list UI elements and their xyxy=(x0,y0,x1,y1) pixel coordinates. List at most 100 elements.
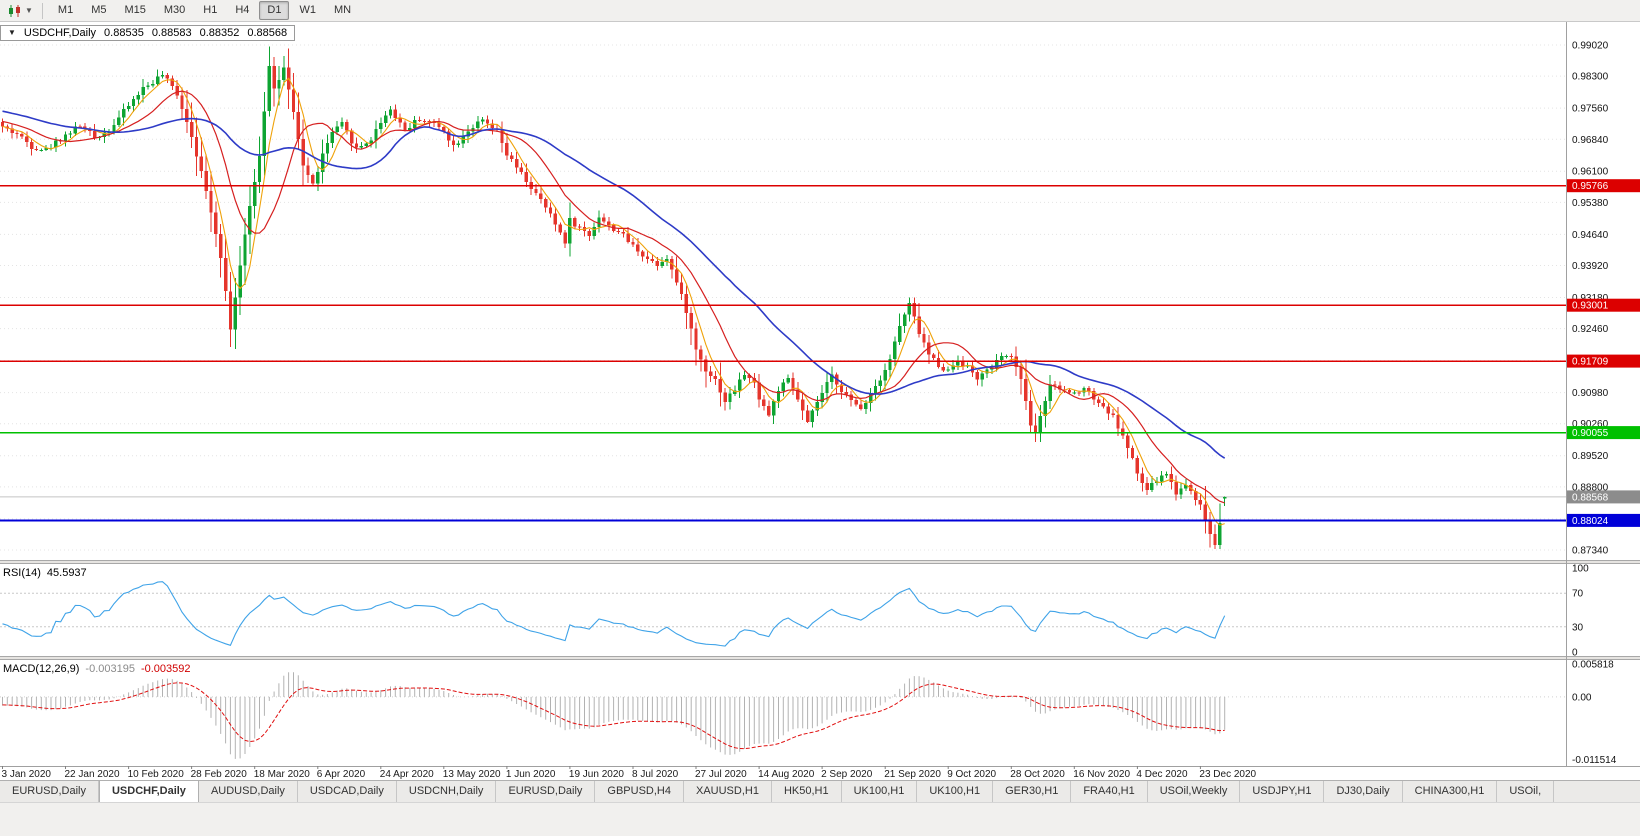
macd-panel xyxy=(0,672,1566,759)
chart-tab-uk100-h1[interactable]: UK100,H1 xyxy=(841,781,918,802)
toolbar-separator xyxy=(41,2,43,19)
macd-name: MACD(12,26,9) xyxy=(3,663,80,675)
svg-text:0.88800: 0.88800 xyxy=(1572,482,1609,493)
chart-tab-usoil-weekly[interactable]: USOil,Weekly xyxy=(1147,781,1241,802)
candlestick-chart-icon xyxy=(9,4,20,17)
date-axis[interactable]: 3 Jan 2020 22 Jan 2020 10 Feb 2020 28 Feb 2… xyxy=(0,766,1640,780)
svg-text:0.00: 0.00 xyxy=(1572,692,1592,703)
chart-tab-uk100-h1[interactable]: UK100,H1 xyxy=(917,781,994,802)
horizontal-level-lines xyxy=(0,185,1566,522)
svg-text:0.97560: 0.97560 xyxy=(1572,104,1609,115)
svg-text:16 Nov 2020: 16 Nov 2020 xyxy=(1073,769,1130,780)
svg-text:0.93920: 0.93920 xyxy=(1572,261,1609,272)
svg-text:2 Sep 2020: 2 Sep 2020 xyxy=(821,769,873,780)
svg-text:0.98300: 0.98300 xyxy=(1572,72,1609,83)
chart-tab-hk50-h1[interactable]: HK50,H1 xyxy=(771,781,842,802)
timeframe-button-m1[interactable]: M1 xyxy=(57,4,74,17)
svg-text:0.88568: 0.88568 xyxy=(1572,492,1609,503)
svg-text:9 Oct 2020: 9 Oct 2020 xyxy=(947,769,996,780)
macd-signal-line xyxy=(2,682,1225,750)
svg-text:18 Mar 2020: 18 Mar 2020 xyxy=(254,769,311,780)
rsi-indicator-label: RSI(14) 45.5937 xyxy=(3,567,87,579)
ohlc-high: 0.88583 xyxy=(151,27,192,39)
ma-medium-line xyxy=(2,90,1225,504)
svg-text:0.93180: 0.93180 xyxy=(1572,293,1609,304)
timeframe-button-m30[interactable]: M30 xyxy=(163,4,186,17)
chart-tab-usdcnh-daily[interactable]: USDCNH,Daily xyxy=(396,781,497,802)
svg-text:21 Sep 2020: 21 Sep 2020 xyxy=(884,769,941,780)
price-chart-canvas[interactable]: 3 Jan 2020 22 Jan 2020 10 Feb 2020 28 Feb 2… xyxy=(0,22,1640,780)
timeframe-button-d1[interactable]: D1 xyxy=(259,1,290,20)
chart-tab-gbpusd-h4[interactable]: GBPUSD,H4 xyxy=(595,781,684,802)
chart-tab-eurusd-daily[interactable]: EURUSD,Daily xyxy=(0,781,99,802)
svg-text:23 Dec 2020: 23 Dec 2020 xyxy=(1199,769,1256,780)
ohlc-low: 0.88352 xyxy=(199,27,240,39)
svg-text:0.94640: 0.94640 xyxy=(1572,230,1609,241)
chart-area[interactable]: 3 Jan 2020 22 Jan 2020 10 Feb 2020 28 Feb 2… xyxy=(0,22,1640,780)
chart-tab-china300-h1[interactable]: CHINA300,H1 xyxy=(1402,781,1498,802)
rsi-value: 45.5937 xyxy=(46,567,87,579)
svg-text:100: 100 xyxy=(1572,564,1589,575)
macd-indicator-label: MACD(12,26,9) -0.003195 -0.003592 xyxy=(3,663,191,675)
svg-text:0.89520: 0.89520 xyxy=(1572,451,1609,462)
svg-text:0.005818: 0.005818 xyxy=(1572,660,1614,671)
svg-text:22 Jan 2020: 22 Jan 2020 xyxy=(65,769,120,780)
svg-text:1 Jun 2020: 1 Jun 2020 xyxy=(506,769,556,780)
chart-tab-usoil[interactable]: USOil, xyxy=(1497,781,1555,802)
svg-text:0.92460: 0.92460 xyxy=(1572,324,1609,335)
timeframe-toolbar: ▼ M1 M5 M15 M30 H1 H4 D1 W1 MN xyxy=(0,0,1640,22)
svg-text:28 Oct 2020: 28 Oct 2020 xyxy=(1010,769,1065,780)
svg-text:4 Dec 2020: 4 Dec 2020 xyxy=(1136,769,1188,780)
svg-text:10 Feb 2020: 10 Feb 2020 xyxy=(128,769,185,780)
svg-text:0.93001: 0.93001 xyxy=(1572,301,1609,312)
chart-tab-usdchf-daily[interactable]: USDCHF,Daily xyxy=(98,781,199,802)
chart-type-tool[interactable]: ▼ xyxy=(4,3,36,19)
timeframe-button-h4[interactable]: H4 xyxy=(235,4,250,17)
svg-text:13 May 2020: 13 May 2020 xyxy=(443,769,501,780)
svg-text:0.90055: 0.90055 xyxy=(1572,428,1609,439)
chart-symbol-label: USDCHF,Daily xyxy=(23,27,97,39)
svg-text:0.91709: 0.91709 xyxy=(1572,357,1609,368)
price-axis[interactable]: 0.99020 0.98300 0.97560 0.96840 0.96100 0.953… xyxy=(1566,22,1640,766)
svg-text:-0.011514: -0.011514 xyxy=(1572,755,1617,766)
macd-main-value: -0.003195 xyxy=(85,663,135,675)
chart-tab-ger30-h1[interactable]: GER30,H1 xyxy=(993,781,1072,802)
svg-text:24 Apr 2020: 24 Apr 2020 xyxy=(380,769,434,780)
timeframe-buttons: M1 M5 M15 M30 H1 H4 D1 W1 MN xyxy=(49,1,360,20)
chart-tab-usdjpy-h1[interactable]: USDJPY,H1 xyxy=(1240,781,1325,802)
svg-text:19 Jun 2020: 19 Jun 2020 xyxy=(569,769,624,780)
chevron-down-icon: ▼ xyxy=(25,5,33,15)
svg-text:30: 30 xyxy=(1572,622,1584,633)
svg-text:0.96100: 0.96100 xyxy=(1572,167,1609,178)
ma-fast-line xyxy=(2,77,1225,526)
candlesticks xyxy=(0,46,1227,550)
svg-text:0.88024: 0.88024 xyxy=(1572,516,1609,527)
chart-tab-audusd-daily[interactable]: AUDUSD,Daily xyxy=(198,781,298,802)
chart-tab-xauusd-h1[interactable]: XAUUSD,H1 xyxy=(683,781,772,802)
svg-text:0: 0 xyxy=(1572,648,1578,659)
rsi-panel xyxy=(0,581,1566,647)
svg-text:0.99020: 0.99020 xyxy=(1572,41,1609,52)
svg-text:0.95380: 0.95380 xyxy=(1572,198,1609,209)
timeframe-button-w1[interactable]: W1 xyxy=(299,4,316,17)
svg-text:70: 70 xyxy=(1572,589,1584,600)
ohlc-open: 0.88535 xyxy=(104,27,144,39)
rsi-name: RSI(14) xyxy=(3,567,41,579)
timeframe-button-mn[interactable]: MN xyxy=(333,4,352,17)
svg-text:3 Jan 2020: 3 Jan 2020 xyxy=(2,769,52,780)
svg-text:6 Apr 2020: 6 Apr 2020 xyxy=(317,769,366,780)
timeframe-button-m15[interactable]: M15 xyxy=(124,4,146,17)
ohlc-close: 0.88568 xyxy=(247,27,288,39)
timeframe-button-m5[interactable]: M5 xyxy=(91,4,107,17)
rsi-line xyxy=(2,581,1226,647)
one-click-trading-arrow[interactable]: ▼ xyxy=(8,28,16,37)
chart-tab-eurusd-daily[interactable]: EURUSD,Daily xyxy=(496,781,596,802)
timeframe-button-h1[interactable]: H1 xyxy=(203,4,218,17)
chart-tab-usdcad-daily[interactable]: USDCAD,Daily xyxy=(297,781,397,802)
svg-text:0.90260: 0.90260 xyxy=(1572,419,1609,430)
status-bar xyxy=(0,802,1640,836)
svg-text:27 Jul 2020: 27 Jul 2020 xyxy=(695,769,747,780)
chart-tab-fra40-h1[interactable]: FRA40,H1 xyxy=(1071,781,1148,802)
chart-tab-dj30-daily[interactable]: DJ30,Daily xyxy=(1324,781,1403,802)
